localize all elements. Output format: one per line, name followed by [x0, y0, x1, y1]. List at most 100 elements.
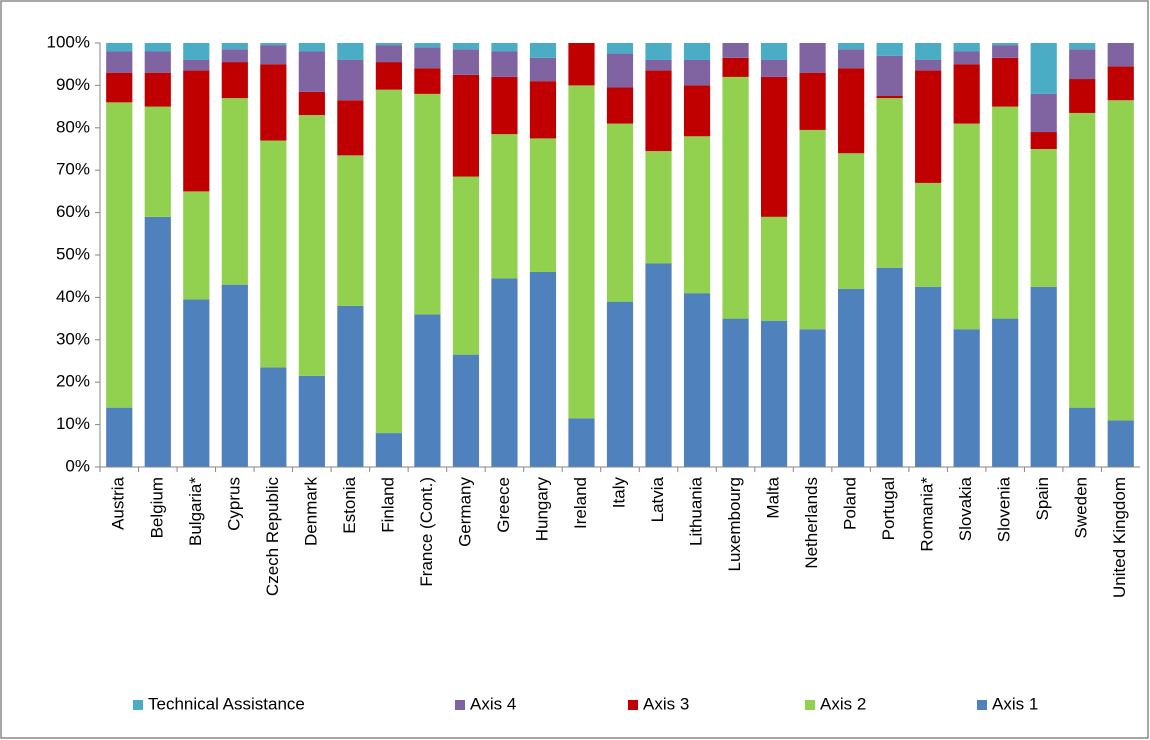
bar-segment [838, 43, 865, 50]
y-tick-label: 30% [56, 329, 90, 348]
bar-segment [992, 106, 1019, 319]
bar-segment [375, 43, 402, 46]
bar-segment [760, 76, 788, 217]
bar-segment [1107, 66, 1134, 101]
y-tick-label: 50% [56, 244, 90, 263]
bar-segment [838, 49, 865, 69]
bar-segment [375, 45, 402, 63]
x-tick-label: Latvia [648, 476, 667, 522]
bar-segment [298, 375, 325, 467]
bar-segment [953, 123, 980, 330]
bar-segment [876, 43, 903, 56]
bar-segment [452, 43, 480, 50]
x-tick-label: United Kingdom [1110, 477, 1129, 598]
x-tick-label: Slovakia [956, 476, 975, 541]
legend-label: Axis 2 [820, 694, 866, 713]
bar-segment [953, 64, 980, 124]
x-tick-label: Luxembourg [725, 477, 744, 572]
bar-segment [414, 93, 441, 315]
bar-segment [298, 115, 325, 376]
bar-segment [799, 329, 826, 467]
bar-segment [183, 70, 210, 192]
bar-segment [568, 85, 595, 419]
bar-segment [529, 81, 557, 139]
bar-segment [337, 305, 364, 467]
legend-swatch [977, 700, 987, 710]
bar-segment [838, 288, 865, 467]
bar-segment [992, 43, 1019, 46]
bar-segment [645, 59, 672, 71]
bar-segment [491, 134, 518, 279]
bar-segment [260, 367, 287, 467]
bar-segment [183, 43, 210, 60]
bar-segment [722, 76, 749, 319]
bar-segment [183, 59, 210, 71]
bar-segment [491, 51, 518, 77]
bar-segment [953, 43, 980, 52]
bar-segment [144, 51, 171, 73]
bar-segment [375, 89, 402, 434]
x-tick-label: Denmark [301, 477, 320, 546]
x-tick-label: Sweden [1072, 477, 1091, 538]
bar-segment [1107, 100, 1134, 421]
bar-segment [1107, 43, 1134, 67]
y-tick-label: 90% [56, 75, 90, 94]
bar-segment [799, 43, 826, 73]
y-tick-label: 60% [56, 202, 90, 221]
bar-segment [760, 320, 788, 467]
bar-segment [260, 45, 287, 65]
legend-swatch [133, 700, 143, 710]
x-tick-label: Hungary [532, 477, 551, 542]
bar-segment [144, 43, 171, 52]
bar-segment [414, 43, 441, 48]
bar-segment [1030, 43, 1057, 94]
bar-segment [683, 136, 711, 294]
x-tick-label: Slovenia [995, 476, 1014, 542]
x-tick-label: Spain [1033, 477, 1052, 520]
bar-segment [1030, 132, 1057, 149]
bar-segment [298, 43, 325, 52]
bar-segment [1069, 43, 1096, 50]
bar-segment [915, 59, 942, 71]
bar-segment [915, 286, 942, 467]
bar-segment [606, 301, 634, 467]
bar-segment [683, 293, 711, 467]
bar-segment [452, 49, 480, 75]
bar-segment [1107, 420, 1134, 467]
legend-swatch [455, 700, 465, 710]
legend-label: Axis 3 [643, 694, 689, 713]
bar-segment [876, 96, 903, 99]
bar-segment [606, 53, 634, 88]
y-tick-label: 0% [65, 456, 90, 475]
bar-segment [183, 299, 210, 467]
x-tick-label: Austria [109, 476, 128, 529]
y-tick-label: 40% [56, 287, 90, 306]
bar-segment [760, 59, 788, 77]
x-tick-label: Greece [494, 477, 513, 533]
bar-segment [221, 62, 248, 99]
bar-segment [529, 43, 557, 58]
bar-segment [992, 57, 1019, 107]
x-tick-label: Cyprus [224, 477, 243, 531]
bar-segment [1030, 149, 1057, 287]
y-tick-label: 10% [56, 414, 90, 433]
x-tick-label: Ireland [571, 477, 590, 529]
bar-segment [221, 43, 248, 50]
bar-segment [375, 62, 402, 90]
bar-segment [1069, 112, 1096, 408]
bar-segment [144, 72, 171, 107]
bar-segment [337, 43, 364, 60]
bar-segment [106, 51, 133, 73]
bar-segment [645, 43, 672, 60]
bar-segment [260, 64, 287, 141]
bar-segment [876, 267, 903, 467]
bar-segment [144, 216, 171, 467]
bar-segment [183, 191, 210, 300]
bar-segment [260, 43, 287, 46]
bar-segment [606, 123, 634, 302]
x-tick-label: Estonia [340, 476, 359, 533]
bar-segment [414, 314, 441, 467]
bar-segment [568, 418, 595, 467]
x-tick-label: Netherlands [802, 477, 821, 569]
bar-segment [491, 278, 518, 467]
